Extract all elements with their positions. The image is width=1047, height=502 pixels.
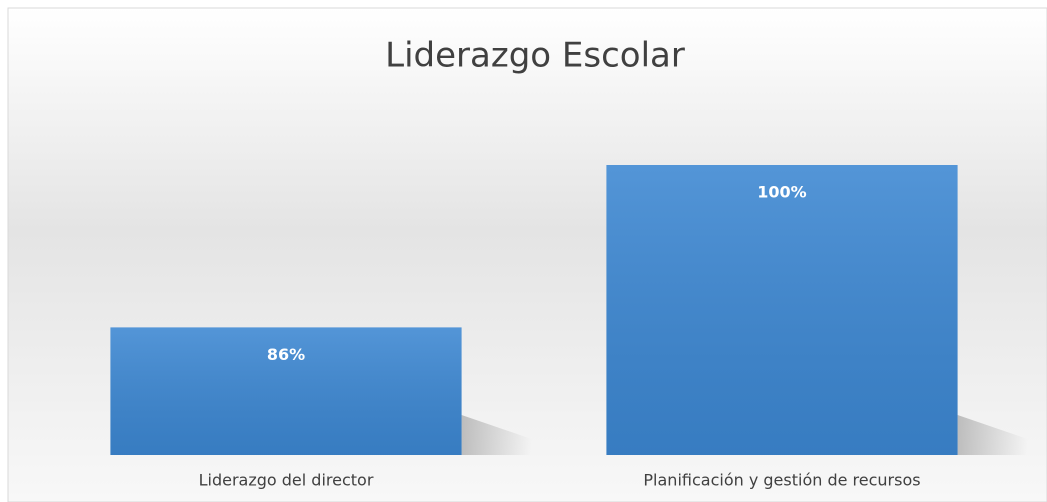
x-tick-label: Liderazgo del director — [199, 471, 374, 490]
value-label: 100% — [757, 183, 806, 202]
chart-title: Liderazgo Escolar — [385, 36, 685, 76]
bar-sheen — [110, 327, 462, 455]
x-tick-label: Planificación y gestión de recursos — [643, 471, 920, 490]
bar-sheen — [606, 165, 958, 455]
bar-shadow — [461, 415, 532, 455]
bar-shadow — [957, 415, 1028, 455]
value-label: 86% — [267, 345, 305, 364]
